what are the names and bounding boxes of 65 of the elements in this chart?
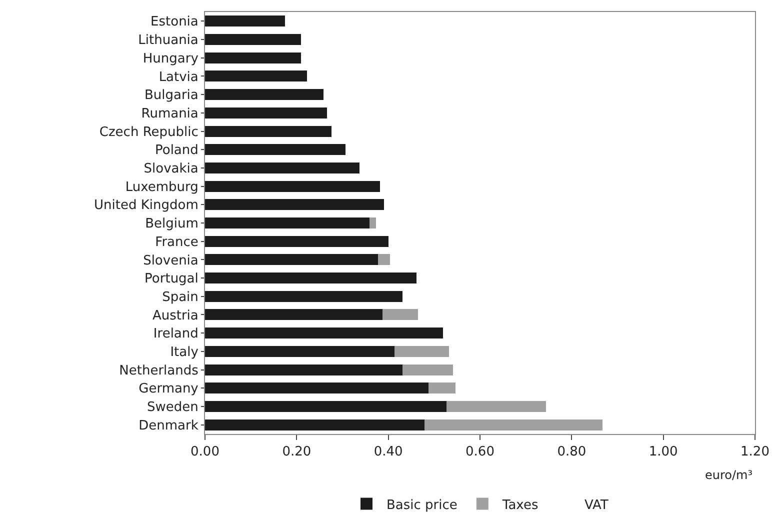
bar	[394, 346, 449, 357]
bar	[205, 309, 382, 320]
y-tick-label: Bulgaria	[144, 88, 198, 104]
bar	[205, 290, 403, 302]
y-tick-label: Lithuania	[138, 33, 198, 48]
y-tick-label: Latvia	[158, 70, 198, 85]
bar	[424, 419, 602, 430]
bar	[402, 364, 453, 376]
bar	[205, 199, 384, 210]
y-tick-label: Germany	[138, 382, 199, 397]
bar	[205, 400, 447, 412]
y-tick-label: Czech Republic	[99, 124, 198, 140]
y-tick-label: Denmark	[138, 418, 199, 434]
y-tick-label: Slovenia	[143, 253, 198, 268]
bar	[205, 364, 403, 376]
y-tick-label: Poland	[154, 143, 198, 158]
y-tick-label: Luxemburg	[125, 180, 198, 195]
x-tick-label: 0.00	[190, 444, 220, 460]
bar	[205, 328, 443, 339]
y-tick-label: Sweden	[147, 400, 198, 416]
bar	[205, 346, 394, 357]
bar	[205, 254, 378, 266]
y-tick-label: Portugal	[144, 272, 198, 287]
y-tick-label: Austria	[152, 308, 198, 324]
y-tick-label: Netherlands	[119, 363, 199, 378]
bar	[205, 162, 360, 174]
bar	[428, 382, 456, 394]
x-axis-title: euro/m³	[705, 468, 753, 482]
y-tick-label: France	[155, 234, 198, 250]
x-tick-label: 0.80	[557, 444, 586, 460]
bar	[205, 419, 425, 430]
bar	[446, 400, 546, 412]
y-tick-label: Rumania	[141, 106, 198, 122]
bar	[370, 218, 376, 228]
bar	[205, 16, 285, 27]
bar	[382, 309, 418, 320]
text: VAT	[584, 498, 608, 513]
bar	[205, 382, 429, 394]
y-tick-label: Slovakia	[144, 162, 198, 177]
x-tick-label: 0.60	[466, 444, 494, 460]
bar	[205, 180, 380, 192]
bar	[205, 272, 416, 284]
bar	[205, 89, 324, 100]
bar	[205, 236, 388, 247]
x-tick-label: 1.00	[648, 444, 678, 460]
bar	[205, 144, 346, 156]
x-tick-label: 0.20	[282, 444, 312, 460]
legend-label: Basic price	[386, 498, 458, 513]
y-tick-label: Italy	[170, 344, 199, 360]
x-tick-label: 1.20	[740, 444, 770, 460]
legend-label: Taxes	[501, 498, 538, 513]
bar	[205, 70, 307, 82]
y-tick-label: Hungary	[142, 51, 199, 66]
bar	[205, 126, 332, 137]
y-tick-label: Estonia	[150, 14, 198, 30]
bar	[205, 107, 327, 118]
y-tick-label: Ireland	[153, 326, 198, 342]
bar	[205, 52, 301, 64]
y-tick-label: Belgium	[145, 216, 198, 232]
bar	[205, 218, 370, 228]
x-tick-label: 0.40	[374, 444, 403, 460]
bar	[378, 254, 390, 266]
y-tick-label: United Kingdom	[94, 198, 198, 214]
y-tick-label: Spain	[162, 290, 198, 305]
bar	[205, 34, 301, 46]
